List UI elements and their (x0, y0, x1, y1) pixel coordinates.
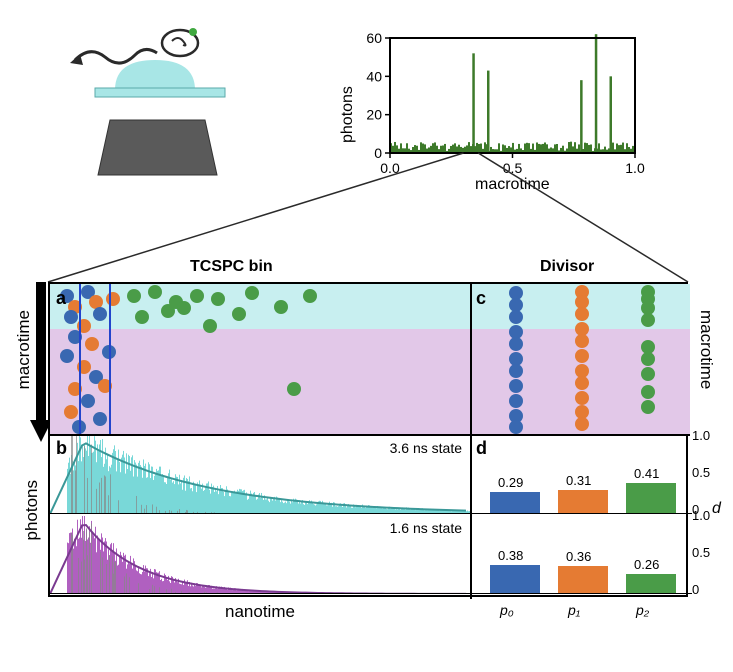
d-tick: 0 (692, 582, 699, 597)
divisor-dot (641, 352, 655, 366)
state-histogram-row: 3.6 ns state (50, 436, 470, 514)
scatter-dot (211, 292, 225, 306)
scatter-dot (148, 285, 162, 299)
band-purple (50, 329, 470, 434)
prob-value: 0.38 (498, 548, 523, 563)
prob-value: 0.26 (634, 557, 659, 572)
divisor-dot (509, 394, 523, 408)
scatter-dot (60, 349, 74, 363)
divisor-dot (575, 334, 589, 348)
prob-bar (626, 483, 676, 513)
d-tick: 0.5 (692, 465, 710, 480)
svg-text:20: 20 (366, 107, 382, 123)
divisor-dot (575, 417, 589, 431)
d-axis-label: d (712, 500, 721, 518)
divisor-dot (509, 310, 523, 324)
divisor-region-c (470, 284, 690, 434)
scatter-dot (190, 289, 204, 303)
nanotime-label: nanotime (225, 602, 295, 622)
state-histogram-row: 1.6 ns state (50, 516, 470, 594)
prob-bar (558, 566, 608, 593)
svg-text:40: 40 (366, 68, 382, 84)
scatter-dot (64, 310, 78, 324)
prob-value: 0.29 (498, 475, 523, 490)
divisor-title: Divisor (540, 258, 594, 276)
d-tick: 0.5 (692, 545, 710, 560)
schematic-diagram (45, 15, 275, 185)
main-panel: a c 3.6 ns state 1.6 ns state b 0.29 0.31 0… (48, 282, 688, 597)
photons-xlabel: macrotime (475, 176, 550, 194)
svg-text:60: 60 (366, 30, 382, 46)
scatter-dot (127, 289, 141, 303)
svg-text:0: 0 (374, 145, 382, 161)
state-label: 1.6 ns state (390, 520, 462, 536)
macrotime-right-label: macrotime (696, 310, 716, 389)
panel-label-b: b (56, 438, 67, 459)
prob-x-label: p₂ (636, 602, 649, 618)
state-rows-b: 3.6 ns state 1.6 ns state (50, 434, 470, 599)
state-label: 3.6 ns state (390, 440, 462, 456)
scatter-dot (287, 382, 301, 396)
prob-bar (490, 565, 540, 593)
prob-bar (490, 492, 540, 513)
scatter-dot (274, 300, 288, 314)
prob-bar-row: 0.38 0.36 0.26 (472, 516, 692, 594)
scatter-region-a (50, 284, 470, 434)
photons-ylabel: photons (339, 63, 357, 143)
prob-x-label: p₁ (568, 602, 580, 618)
prob-value: 0.36 (566, 549, 591, 564)
photons-left-label: photons (22, 480, 42, 541)
divisor-dot (575, 349, 589, 363)
divisor-dot (641, 313, 655, 327)
d-tick: 1.0 (692, 508, 710, 523)
d-tick: 1.0 (692, 428, 710, 443)
band-cyan (50, 284, 470, 329)
divisor-dot (575, 376, 589, 390)
scatter-dot (85, 337, 99, 351)
divisor-dot (575, 307, 589, 321)
vline (79, 284, 81, 434)
panel-label-a: a (56, 288, 66, 309)
divisor-dot (509, 420, 523, 434)
scatter-dot (245, 286, 259, 300)
divisor-dot (641, 400, 655, 414)
tcspc-title: TCSPC bin (190, 258, 273, 276)
divisor-dot (641, 367, 655, 381)
prob-bar (626, 574, 676, 593)
scatter-dot (232, 307, 246, 321)
prob-value: 0.41 (634, 466, 659, 481)
scatter-dot (64, 405, 78, 419)
divisor-dot (509, 364, 523, 378)
divisor-dot (509, 379, 523, 393)
prob-rows-d: 0.29 0.31 0.41 0.38 0.36 0.26 (470, 434, 690, 599)
svg-text:0.5: 0.5 (503, 160, 523, 176)
prob-value: 0.31 (566, 473, 591, 488)
divisor-dot (641, 385, 655, 399)
scatter-dot (81, 394, 95, 408)
panel-label-d: d (476, 438, 487, 459)
vline (109, 284, 111, 434)
photons-macrotime-chart: 02040600.00.51.0 photons macrotime (345, 28, 655, 198)
prob-x-label: p₀ (500, 602, 514, 618)
divisor-dot (509, 337, 523, 351)
scatter-dot (161, 304, 175, 318)
svg-text:1.0: 1.0 (625, 160, 645, 176)
scatter-dot (203, 319, 217, 333)
prob-bar-row: 0.29 0.31 0.41 (472, 436, 692, 514)
divisor-dot (575, 391, 589, 405)
panel-label-c: c (476, 288, 486, 309)
svg-text:0.0: 0.0 (380, 160, 400, 176)
prob-bar (558, 490, 608, 513)
